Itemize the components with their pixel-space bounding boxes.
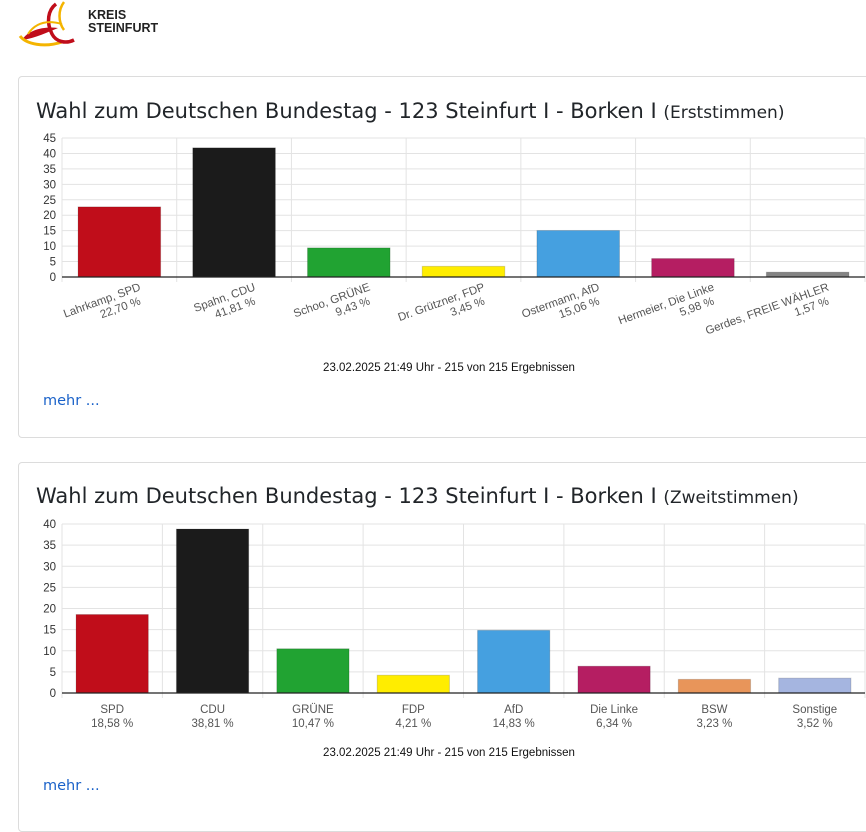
y-tick-label: 5 bbox=[50, 667, 56, 679]
y-tick-label: 0 bbox=[50, 688, 56, 700]
logo-text: KREIS STEINFURT bbox=[88, 9, 158, 35]
bar-4 bbox=[421, 265, 506, 278]
erststimmen-kind: (Erststimmen) bbox=[663, 103, 785, 123]
y-tick-label: 40 bbox=[43, 519, 56, 531]
y-tick-label: 10 bbox=[43, 646, 56, 658]
bar-1 bbox=[77, 206, 162, 278]
erststimmen-title-text: Wahl zum Deutschen Bundestag - 123 Stein… bbox=[36, 99, 657, 123]
bar-3 bbox=[276, 648, 350, 694]
zweitstimmen-title: Wahl zum Deutschen Bundestag - 123 Stein… bbox=[36, 484, 799, 508]
zweitstimmen-more-link[interactable]: mehr ... bbox=[43, 778, 100, 794]
zweitstimmen-card: Wahl zum Deutschen Bundestag - 123 Stein… bbox=[18, 462, 866, 832]
bar-6 bbox=[651, 258, 735, 278]
y-tick-label: 20 bbox=[43, 604, 56, 616]
y-tick-label: 10 bbox=[43, 241, 56, 253]
zweitstimmen-timestamp: 23.02.2025 21:49 Uhr - 215 von 215 Ergeb… bbox=[323, 747, 575, 759]
x-tick-label: BSW bbox=[701, 704, 727, 716]
y-tick-label: 15 bbox=[43, 226, 56, 238]
x-tick-label: Die Linke bbox=[590, 704, 638, 716]
data-label: 10,47 % bbox=[292, 718, 334, 730]
x-tick-label: Sonstige bbox=[792, 704, 837, 716]
y-tick-label: 25 bbox=[43, 195, 56, 207]
erststimmen-card: Wahl zum Deutschen Bundestag - 123 Stein… bbox=[18, 76, 866, 438]
y-tick-label: 15 bbox=[43, 625, 56, 637]
data-label: 14,83 % bbox=[493, 718, 535, 730]
bar-4 bbox=[376, 674, 450, 694]
data-label: 3,52 % bbox=[797, 718, 833, 730]
zweitstimmen-kind: (Zweitstimmen) bbox=[663, 488, 799, 508]
bar-8 bbox=[778, 677, 852, 694]
bar-7 bbox=[765, 271, 850, 278]
bar-2 bbox=[192, 147, 276, 278]
y-tick-label: 0 bbox=[50, 272, 56, 284]
x-tick-label: GRÜNE bbox=[292, 704, 334, 716]
data-label: 4,21 % bbox=[395, 718, 431, 730]
bar-6 bbox=[577, 665, 651, 694]
x-tick-label: SPD bbox=[100, 704, 124, 716]
logo-line-2: STEINFURT bbox=[88, 21, 159, 35]
x-tick-label: AfD bbox=[504, 704, 523, 716]
y-tick-label: 35 bbox=[43, 540, 56, 552]
data-label: 18,58 % bbox=[91, 718, 133, 730]
kreis-steinfurt-logo[interactable]: KREIS STEINFURT bbox=[18, 0, 178, 50]
y-tick-label: 20 bbox=[43, 210, 56, 222]
erststimmen-title: Wahl zum Deutschen Bundestag - 123 Stein… bbox=[36, 99, 784, 123]
bar-1 bbox=[75, 613, 149, 694]
y-tick-label: 45 bbox=[43, 133, 56, 145]
logo-line-1: KREIS bbox=[88, 8, 127, 22]
y-tick-label: 5 bbox=[50, 257, 56, 269]
zweitstimmen-chart: 0 5 10 15 20 25 30 35 40 SPD 18,58 % CDU 38,81 % GRÜN… bbox=[43, 519, 866, 730]
zweitstimmen-title-text: Wahl zum Deutschen Bundestag - 123 Stein… bbox=[36, 484, 657, 508]
y-tick-label: 35 bbox=[43, 164, 56, 176]
erststimmen-more-link[interactable]: mehr ... bbox=[43, 393, 100, 409]
bar-7 bbox=[677, 678, 752, 694]
data-label: 38,81 % bbox=[191, 718, 233, 730]
y-tick-label: 25 bbox=[43, 582, 56, 594]
x-tick-label: CDU bbox=[200, 704, 225, 716]
bar-5 bbox=[536, 229, 621, 278]
y-tick-label: 40 bbox=[43, 148, 56, 160]
bar-3 bbox=[306, 247, 391, 278]
bar-5 bbox=[477, 629, 551, 694]
y-tick-label: 30 bbox=[43, 179, 56, 191]
erststimmen-timestamp: 23.02.2025 21:49 Uhr - 215 von 215 Ergeb… bbox=[323, 362, 575, 374]
data-label: 6,34 % bbox=[596, 718, 632, 730]
bar-2 bbox=[175, 528, 250, 694]
data-label: 3,23 % bbox=[697, 718, 733, 730]
logo-swoosh-icon bbox=[18, 1, 75, 47]
y-tick-label: 30 bbox=[43, 561, 56, 573]
x-tick-label: FDP bbox=[402, 704, 425, 716]
